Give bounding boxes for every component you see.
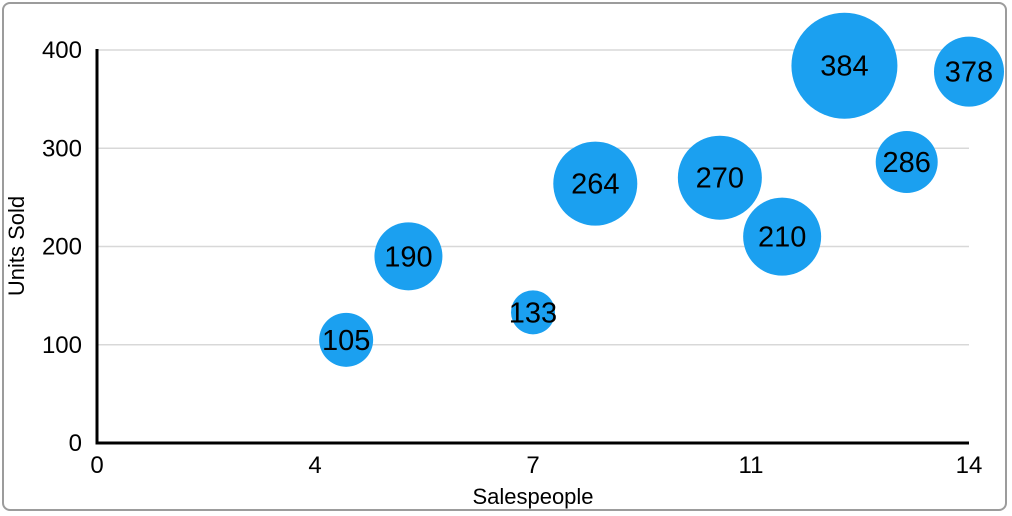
bubble-105[interactable]: 105 <box>319 312 374 367</box>
bubble-label: 264 <box>571 169 619 201</box>
bubble-circle[interactable] <box>791 12 898 119</box>
bubble-label: 210 <box>758 222 806 254</box>
x-axis-title: Salespeople <box>472 484 593 509</box>
x-axis-tick-labels: 0 4 7 11 14 <box>90 452 982 479</box>
bubble-circle[interactable] <box>677 135 762 220</box>
bubble-circle[interactable] <box>743 197 822 276</box>
bubble-series: 105 190 133 264 270 210 384 286 378 <box>319 12 1004 367</box>
axes <box>95 49 969 445</box>
bubble-270[interactable]: 270 <box>677 135 762 220</box>
bubble-label: 384 <box>820 51 868 83</box>
y-tick-label: 300 <box>42 135 82 162</box>
bubble-210[interactable]: 210 <box>743 197 822 276</box>
y-axis-tick-labels: 0 100 200 300 400 <box>42 37 82 457</box>
bubble-286[interactable]: 286 <box>875 131 938 194</box>
bubble-384[interactable]: 384 <box>791 12 898 119</box>
bubble-label: 190 <box>384 241 432 273</box>
bubble-label: 270 <box>696 163 744 195</box>
y-axis-title: Units Sold <box>4 196 29 296</box>
y-tick-label: 400 <box>42 37 82 64</box>
bubble-circle[interactable] <box>875 131 938 194</box>
y-tick-label: 200 <box>42 234 82 261</box>
bubble-circle[interactable] <box>511 290 555 335</box>
bubble-label: 105 <box>322 325 370 357</box>
y-tick-label: 0 <box>69 430 82 457</box>
bubble-label: 133 <box>509 297 557 329</box>
bubble-133[interactable]: 133 <box>509 290 557 335</box>
x-tick-label: 14 <box>956 452 983 479</box>
bubble-circle[interactable] <box>934 36 1004 107</box>
x-tick-label: 11 <box>739 452 764 479</box>
x-tick-label: 0 <box>90 452 103 479</box>
bubble-label: 286 <box>883 147 931 179</box>
bubble-circle[interactable] <box>553 141 638 226</box>
bubble-circle[interactable] <box>374 222 443 291</box>
x-tick-label: 7 <box>526 452 539 479</box>
bubble-190[interactable]: 190 <box>374 222 443 291</box>
bubble-circle[interactable] <box>319 312 374 367</box>
y-tick-label: 100 <box>42 332 82 359</box>
bubble-378[interactable]: 378 <box>934 36 1004 107</box>
bubble-264[interactable]: 264 <box>553 141 638 226</box>
x-tick-label: 4 <box>308 452 321 479</box>
bubble-label: 378 <box>945 57 993 89</box>
